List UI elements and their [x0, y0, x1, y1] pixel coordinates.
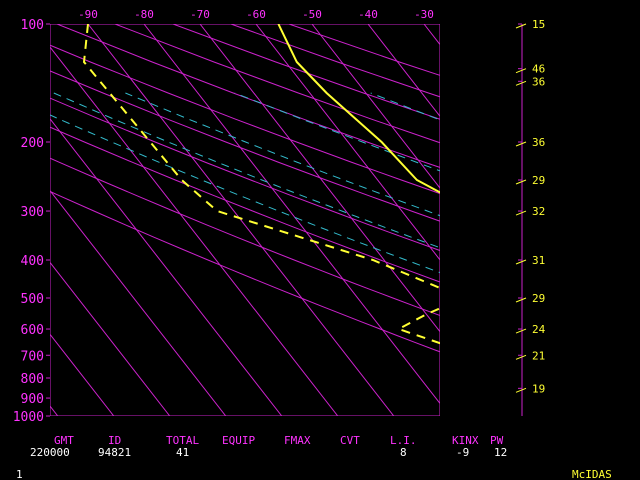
top-temperature-tick-label: -40	[358, 8, 378, 21]
wind-barb	[515, 141, 527, 147]
dry-adiabat-line	[50, 70, 440, 222]
footer-headers: GMT ID TOTAL EQUIP FMAX CVT L.I. KINX PW	[54, 434, 504, 447]
footer-header-equip: EQUIP	[222, 434, 255, 447]
wind-speed-label: 32	[532, 205, 545, 218]
wind-barb	[515, 80, 527, 86]
wind-speed-label: 46	[532, 63, 545, 76]
moist-adiabat-line	[53, 92, 440, 249]
top-temperature-tick-label: -50	[302, 8, 322, 21]
isotherm-line	[255, 24, 440, 261]
wind-barb	[515, 328, 527, 334]
dry-adiabat-line	[50, 126, 440, 283]
footer-value-id: 94821	[98, 446, 131, 459]
pressure-tick-label: 200	[21, 136, 44, 151]
isotherm-line	[50, 189, 227, 416]
dry-adiabat-line	[50, 190, 440, 353]
wind-speed-label: 29	[532, 292, 545, 305]
top-temperature-tick-label: -30	[414, 8, 434, 21]
grid-layer	[50, 24, 440, 416]
wind-barb	[515, 354, 527, 360]
isotherm-line	[50, 261, 171, 416]
isotherm-line	[199, 24, 440, 333]
pressure-tick-label: 400	[21, 254, 44, 269]
footer-header-id: ID	[108, 434, 121, 447]
wind-barb	[515, 297, 527, 303]
wind-barb	[515, 210, 527, 216]
pressure-tick-label: 100	[21, 18, 44, 33]
pressure-tick-label: 600	[21, 323, 44, 338]
isotherm-line	[87, 24, 395, 416]
footer-header-li: L.I.	[390, 434, 417, 447]
footer-header-pw: PW	[490, 434, 504, 447]
footer-table: GMT ID TOTAL EQUIP FMAX CVT L.I. KINX PW…	[16, 434, 612, 480]
software-label: McIDAS	[572, 468, 612, 480]
wind-barb	[515, 68, 527, 74]
wind-speed-label: 29	[532, 174, 545, 187]
dry-adiabat-line	[50, 97, 440, 252]
footer-header-gmt: GMT	[54, 434, 74, 447]
wind-speed-label: 19	[532, 382, 545, 395]
isotherm-line	[50, 333, 115, 416]
sounding-series-layer	[82, 24, 440, 345]
wind-speed-label: 31	[532, 254, 545, 267]
isotherm-line	[311, 24, 440, 189]
pressure-tick-label: 1000	[13, 410, 44, 425]
footer-header-total: TOTAL	[166, 434, 199, 447]
footer-value-total: 41	[176, 446, 189, 459]
top-temperature-tick-label: -70	[190, 8, 210, 21]
sounding-series-2-line	[82, 24, 440, 345]
footer-value-li: 8	[400, 446, 407, 459]
pressure-tick-label: 900	[21, 392, 44, 407]
footer-header-cvt: CVT	[340, 434, 360, 447]
isotherm-line	[50, 46, 339, 416]
wind-speed-label: 15	[532, 18, 545, 31]
footer-header-fmax: FMAX	[284, 434, 311, 447]
isotherm-line	[50, 118, 283, 416]
top-temperature-tick-label: -80	[134, 8, 154, 21]
wind-barb	[515, 259, 527, 265]
footer-value-kinx: -9	[456, 446, 469, 459]
moist-adiabat-line	[125, 92, 440, 217]
footer-header-kinx: KINX	[452, 434, 479, 447]
top-temperature-tick-label: -60	[246, 8, 266, 21]
adiabat-layer	[50, 92, 440, 274]
wind-barb	[515, 387, 527, 393]
wind-speed-label: 24	[532, 323, 546, 336]
wind-barb	[515, 23, 527, 29]
wind-barb	[515, 179, 527, 185]
axis-labels-layer: 100 200 300 400 500 600 700 800 900 1000 -90 -80 -70…	[13, 8, 434, 425]
footer-value-pw: 12	[494, 446, 507, 459]
top-temperature-tick-label: -90	[78, 8, 98, 21]
wind-speed-label: 21	[532, 349, 545, 362]
wind-speed-label: 36	[532, 75, 545, 88]
pressure-tick-label: 500	[21, 292, 44, 307]
footer-value-gmt: 220000	[30, 446, 70, 459]
sounding-series-1-line	[277, 24, 440, 194]
pressure-tick-label: 300	[21, 205, 44, 220]
wind-speed-label: 36	[532, 136, 545, 149]
frame-number: 1	[16, 468, 23, 480]
dry-adiabat-line	[50, 44, 440, 195]
dry-adiabat-line	[50, 157, 440, 317]
pressure-tick-label: 800	[21, 372, 44, 387]
pressure-tick-label: 700	[21, 349, 44, 364]
isotherm-line	[143, 24, 440, 405]
footer-values: 220000 94821 41 8 -9 12	[30, 446, 507, 459]
